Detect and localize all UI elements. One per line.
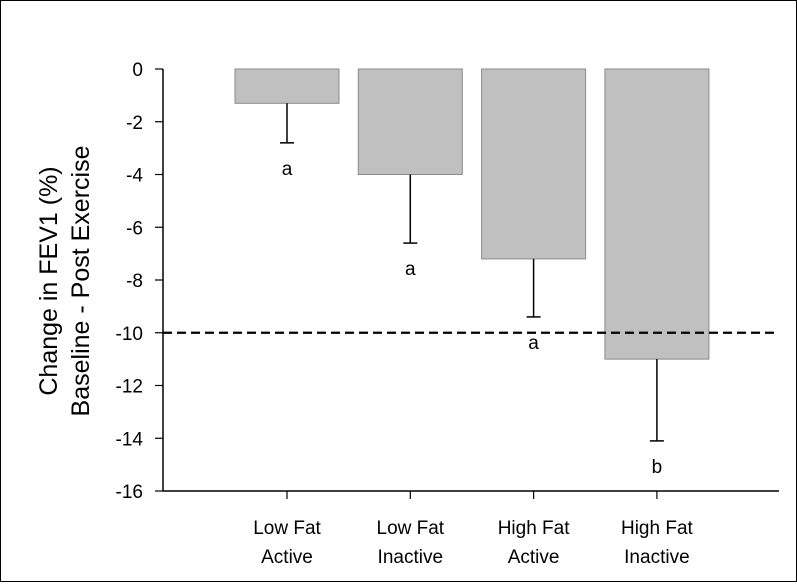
y-tick-label-6: -12 (116, 377, 143, 398)
y-tick-label-2: -4 (126, 166, 143, 187)
x-label-3-line2: Inactive (624, 547, 689, 568)
y-ticks-layer: 0 -2 -4 -6 -8 -10 -12 -14 -16 (116, 60, 163, 503)
bar-3 (604, 68, 710, 360)
significance-label-0: a (282, 159, 293, 180)
y-axis-title-line2: Baseline - Post Exercise (67, 146, 95, 417)
bars-layer (234, 68, 710, 360)
significance-label-1: a (405, 259, 416, 280)
x-label-2-line2: Active (508, 547, 560, 568)
bar-1 (357, 68, 463, 175)
y-tick-label-1: -2 (126, 113, 143, 134)
error-bars-layer (280, 103, 664, 442)
x-label-0-line1: Low Fat (253, 518, 321, 539)
x-labels-layer: Low Fat Active Low Fat Inactive High Fat Acti… (253, 518, 693, 568)
y-axis-title-line1: Change in FEV1 (%) (35, 166, 63, 395)
y-tick-label-4: -8 (126, 271, 143, 292)
y-tick-label-8: -16 (116, 482, 143, 503)
bar-2 (481, 68, 587, 260)
bar-0 (234, 68, 340, 104)
y-tick-label-5: -10 (116, 324, 143, 345)
x-label-2-line1: High Fat (498, 518, 571, 539)
y-tick-label-0: 0 (132, 60, 143, 81)
y-tick-label-7: -14 (116, 429, 144, 450)
x-label-1-line2: Inactive (378, 547, 443, 568)
x-label-0-line2: Active (261, 547, 313, 568)
x-label-3-line1: High Fat (621, 518, 694, 539)
significance-labels-layer: a a a b (282, 159, 662, 478)
x-label-1-line1: Low Fat (377, 518, 445, 539)
significance-label-2: a (528, 333, 539, 354)
significance-label-3: b (652, 457, 663, 478)
y-axis-title: Change in FEV1 (%) Baseline - Post Exerc… (35, 146, 95, 417)
y-tick-label-3: -6 (126, 218, 143, 239)
